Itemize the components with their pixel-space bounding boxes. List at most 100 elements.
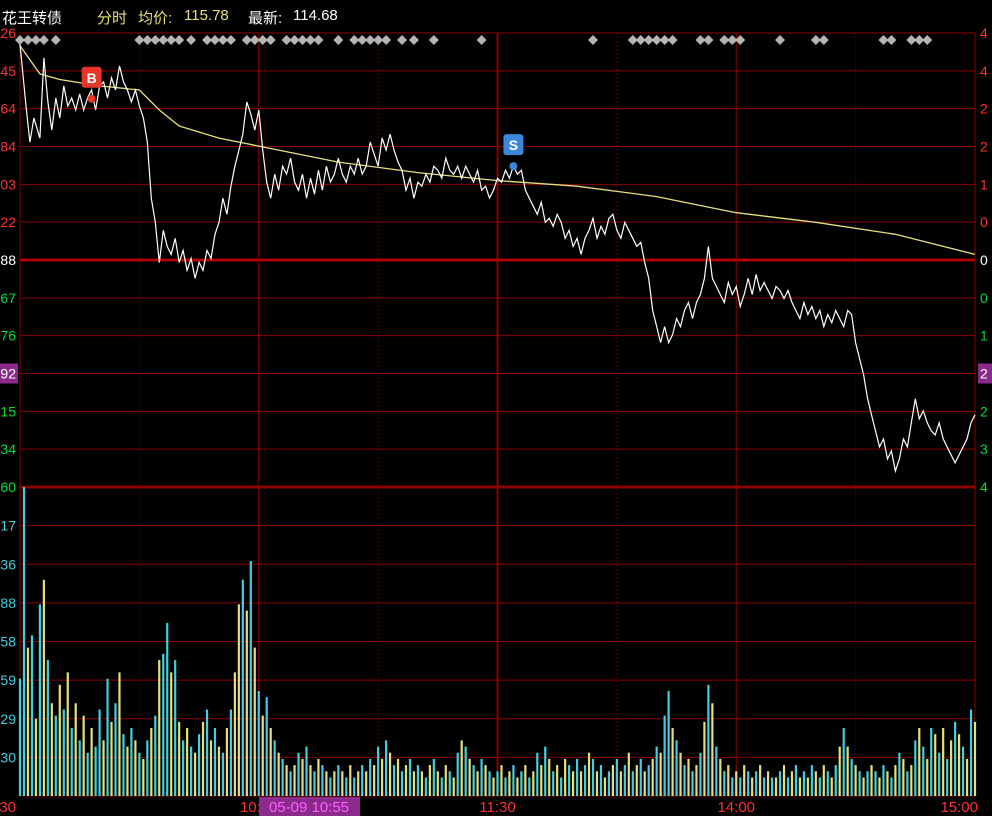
left-axis-label: 76 [0, 328, 16, 344]
event-diamond[interactable] [914, 35, 925, 45]
volume-axis-label: 59 [0, 672, 16, 688]
event-diamond[interactable] [775, 35, 786, 45]
event-diamond[interactable] [695, 35, 706, 45]
mode-label[interactable]: 分时 [97, 10, 128, 27]
volume-axis-label: 29 [0, 711, 16, 727]
event-diamond[interactable] [209, 35, 220, 45]
left-axis-label: 45 [0, 63, 16, 79]
right-axis-label: 2 [980, 366, 988, 382]
event-diamond[interactable] [142, 35, 153, 45]
event-diamond[interactable] [357, 35, 368, 45]
time-axis-label: 30 [0, 799, 16, 816]
time-axis-label: 15:00 [940, 799, 978, 816]
event-diamond[interactable] [886, 35, 897, 45]
event-diamond[interactable] [397, 35, 407, 45]
time-axis-label: 11:30 [479, 799, 515, 816]
event-diamond[interactable] [281, 35, 292, 45]
event-diamond[interactable] [727, 35, 738, 45]
event-diamond[interactable] [906, 35, 917, 45]
right-axis-label: 1 [980, 176, 988, 192]
right-axis-label: 4 [980, 25, 988, 41]
left-axis-label: 64 [0, 101, 16, 117]
event-diamond[interactable] [381, 35, 392, 45]
event-diamond[interactable] [635, 35, 646, 45]
axis-highlight-bg [0, 363, 18, 384]
event-diamond[interactable] [643, 35, 654, 45]
event-diamond[interactable] [735, 35, 746, 45]
event-diamond[interactable] [225, 35, 236, 45]
sell-marker-badge[interactable] [503, 134, 524, 156]
price-line [19, 44, 976, 474]
right-axis-label: 1 [980, 328, 988, 344]
event-diamond[interactable] [257, 35, 268, 45]
event-diamond[interactable] [408, 35, 419, 45]
event-diamond[interactable] [249, 35, 260, 45]
left-axis-label: 88 [0, 252, 16, 268]
left-axis-label: 92 [0, 366, 16, 382]
event-diamond[interactable] [186, 35, 197, 45]
event-diamond[interactable] [30, 35, 41, 45]
volume-axis-label: 30 [0, 749, 16, 765]
event-diamond[interactable] [38, 35, 49, 45]
chart-header: 花王转债 分时 均价: 115.78 最新: 114.68 [0, 0, 992, 30]
right-axis-label: 0 [980, 214, 988, 230]
event-diamond[interactable] [174, 35, 185, 45]
event-diamond[interactable] [333, 35, 344, 45]
event-diamond[interactable] [349, 35, 360, 45]
event-diamond[interactable] [313, 35, 324, 45]
last-price-label: 最新: [248, 10, 283, 27]
event-diamond[interactable] [373, 35, 384, 45]
event-diamond[interactable] [810, 35, 821, 45]
event-diamond[interactable] [818, 35, 829, 45]
event-diamond[interactable] [703, 35, 714, 45]
event-diamond[interactable] [158, 35, 169, 45]
event-diamond[interactable] [476, 35, 487, 45]
event-diamond[interactable] [202, 35, 213, 45]
event-diamond[interactable] [651, 35, 662, 45]
event-diamonds [15, 35, 933, 45]
right-axis-label: 2 [980, 403, 988, 419]
sell-marker-label: S [509, 137, 518, 153]
left-axis-label: 34 [0, 441, 16, 457]
event-diamond[interactable] [719, 35, 730, 45]
instrument-name: 花王转债 [2, 10, 63, 27]
avg-price-value: 115.78 [184, 7, 229, 24]
avg-price-label: 均价: [138, 10, 173, 27]
event-diamond[interactable] [217, 35, 228, 45]
grid-lines [19, 32, 976, 797]
left-axis-label: 67 [0, 290, 16, 306]
event-diamond[interactable] [659, 35, 670, 45]
event-diamond[interactable] [134, 35, 145, 45]
event-diamond[interactable] [22, 35, 33, 45]
event-diamond[interactable] [627, 35, 638, 45]
axis-highlight-bg [978, 363, 992, 384]
event-diamond[interactable] [588, 35, 598, 45]
event-diamond[interactable] [365, 35, 376, 45]
event-diamond[interactable] [15, 35, 25, 45]
trade-markers[interactable]: BS [81, 66, 524, 171]
right-axis-label: 4 [980, 63, 988, 79]
left-axis-label: 26 [0, 25, 16, 41]
left-axis-label: 03 [0, 176, 16, 192]
event-diamond[interactable] [50, 35, 61, 45]
buy-marker-dot [87, 94, 96, 103]
event-diamond[interactable] [428, 35, 439, 45]
event-diamond[interactable] [878, 35, 889, 45]
right-axis-label: 0 [980, 252, 988, 268]
event-diamond[interactable] [150, 35, 161, 45]
event-diamond[interactable] [922, 35, 933, 45]
buy-marker-badge[interactable] [81, 66, 102, 88]
event-diamond[interactable] [265, 35, 276, 45]
right-axis-label: 3 [980, 441, 988, 457]
volume-axis-label: 88 [0, 595, 16, 611]
event-diamond[interactable] [297, 35, 308, 45]
event-diamond[interactable] [166, 35, 177, 45]
event-diamond[interactable] [305, 35, 316, 45]
right-axis-label: 2 [980, 101, 988, 117]
event-diamond[interactable] [241, 35, 252, 45]
right-axis-label: 0 [980, 290, 988, 306]
event-diamond[interactable] [667, 35, 678, 45]
event-diamond[interactable] [289, 35, 300, 45]
date-badge-bg [259, 797, 360, 816]
